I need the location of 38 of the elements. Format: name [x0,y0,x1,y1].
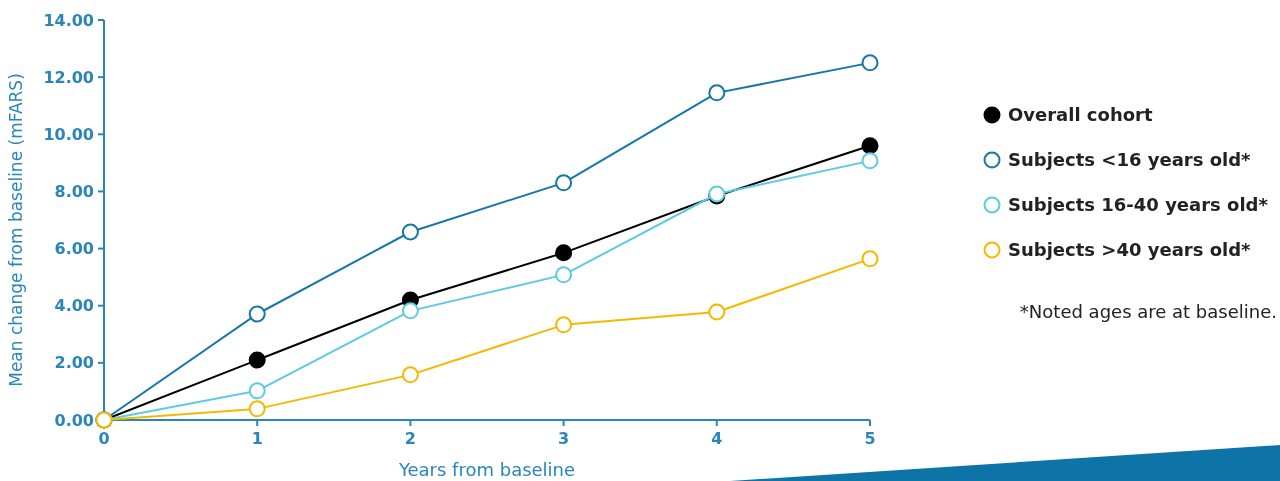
legend-label: Subjects 16-40 years old* [1008,194,1269,216]
y-tick-label: 10.00 [43,124,94,144]
y-tick-label: 14.00 [43,10,94,30]
point [248,400,266,418]
legend-label: Overall cohort [1008,104,1153,126]
y-axis-title: Mean change from baseline (mFARS) [6,73,26,387]
point [555,266,573,284]
x-tick-label: 1 [251,429,263,448]
text: *Noted ages are at baseline. [1019,301,1277,323]
y-tick-label: 6.00 [54,239,94,259]
point [708,303,726,321]
x-tick-label: 3 [558,429,570,448]
point [861,152,879,170]
y-tick-label: 0.00 [54,410,94,430]
y-tick-label: 4.00 [54,296,94,316]
point [861,250,879,268]
point [401,223,419,241]
point [861,54,879,72]
point [401,366,419,384]
point [708,84,726,102]
x-tick-label: 5 [864,429,876,448]
x-tick-label: 4 [711,429,723,448]
legend-label: Subjects >40 years old* [1008,239,1252,261]
point [555,244,573,262]
x-tick-label: 0 [98,429,110,448]
point [248,382,266,400]
x-tick-label: 2 [404,429,416,448]
legend-label: Subjects <16 years old* [1008,149,1252,171]
x-axis-title: Years from baseline [397,459,576,480]
y-tick-label: 2.00 [54,353,94,373]
point [248,351,266,369]
point [861,137,879,155]
y-tick-label: 12.00 [43,67,94,87]
point [555,174,573,192]
y-tick-label: 8.00 [54,182,94,202]
point [248,305,266,323]
point [401,302,419,320]
point [555,316,573,334]
